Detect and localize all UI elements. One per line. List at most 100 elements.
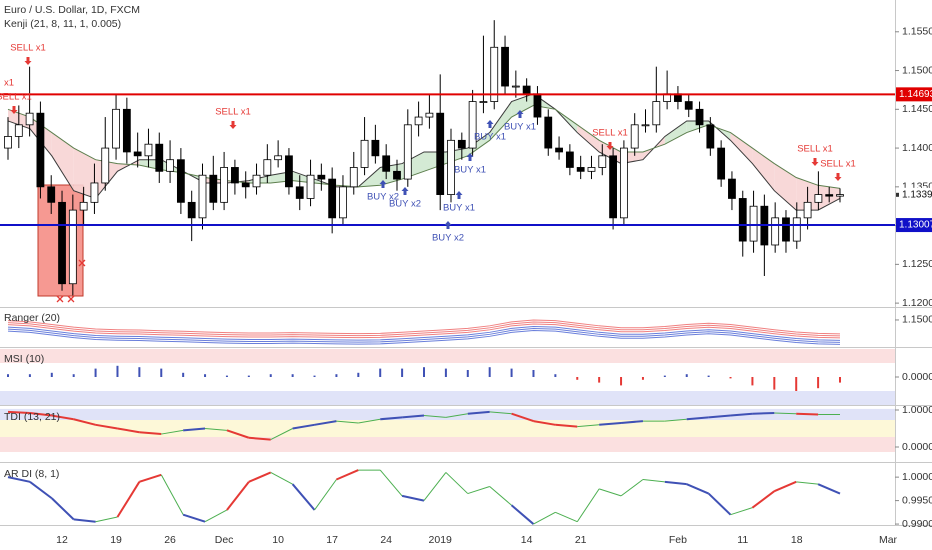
indicator-segment	[291, 483, 316, 511]
indicator-segment	[620, 420, 644, 424]
indicator-segment	[510, 504, 535, 525]
indicator-segment	[555, 423, 578, 428]
indicator-segment	[423, 415, 446, 418]
signal-arrow	[516, 110, 524, 118]
indicator-segment	[730, 412, 753, 417]
indicator-segment	[7, 410, 30, 414]
candle-body	[641, 124, 650, 127]
candle-body	[609, 155, 617, 219]
candle-body	[565, 151, 574, 168]
indicator-segment	[796, 412, 819, 416]
indicator-segment	[402, 414, 425, 419]
x-tick-label: Mar	[879, 534, 898, 546]
indicator-segment	[773, 480, 797, 493]
indicator-segment	[226, 481, 250, 511]
indicator-segment	[664, 480, 687, 486]
x-tick-label: 11	[737, 534, 748, 546]
y-tick-label: 1.12500	[902, 258, 932, 270]
bar	[663, 375, 666, 377]
bar	[116, 365, 119, 377]
bar	[269, 374, 272, 377]
candle-body	[328, 178, 337, 219]
candle-body	[522, 85, 531, 95]
candle-body	[14, 124, 23, 137]
bar	[335, 374, 338, 377]
x-tick-label: 21	[575, 534, 587, 546]
indicator-segment	[686, 483, 710, 495]
candle-body	[425, 112, 434, 118]
bar	[379, 368, 382, 377]
cloud-fill	[467, 132, 490, 156]
cross-mark	[56, 295, 64, 303]
y-tick-label: 0.9950	[902, 494, 932, 506]
indicator-segment	[730, 507, 753, 516]
level-band	[0, 408, 895, 420]
bar	[357, 372, 360, 377]
signal-arrow	[229, 121, 237, 129]
bar	[839, 377, 841, 383]
candle-body	[58, 201, 66, 285]
y-tick-label: 1.14000	[902, 142, 932, 154]
candle-body	[382, 155, 391, 172]
indicator-segment	[380, 416, 403, 421]
bar	[707, 375, 710, 377]
candle-body	[112, 108, 120, 149]
indicator-segment	[204, 509, 228, 523]
indicator-segment	[314, 420, 337, 426]
y-tick-label: 1.0000	[902, 471, 932, 483]
y-tick-label: 1.15500	[902, 26, 932, 38]
last-price-marker	[896, 192, 899, 197]
panel-title: AR DI (8, 1)	[4, 468, 59, 480]
indicator-segment	[445, 472, 469, 494]
x-tick-label: 2019	[429, 534, 453, 546]
candle-body	[782, 217, 790, 242]
indicator-segment	[29, 411, 52, 417]
cloud-fill	[730, 132, 753, 164]
indicator-segment	[270, 472, 293, 485]
indicator-segment	[467, 410, 490, 415]
candle-body	[274, 155, 283, 161]
x-tick-label: 12	[56, 534, 68, 546]
bar	[510, 368, 513, 377]
panel-title: Ranger (20)	[4, 312, 60, 324]
cross-mark	[67, 295, 75, 303]
bar	[576, 377, 579, 380]
indicator-segment	[751, 490, 775, 509]
bar	[401, 368, 404, 377]
level-band	[0, 437, 895, 453]
y-tick-label: 1.0000	[902, 404, 932, 416]
indicator-segment	[423, 472, 447, 501]
signal-arrow	[811, 158, 819, 166]
signal-label: SELL x1	[0, 92, 32, 103]
bar	[554, 374, 557, 377]
candle-body	[576, 167, 585, 172]
candle-body	[533, 93, 542, 118]
signal-arrow	[455, 191, 463, 199]
signal-arrow	[10, 106, 18, 114]
x-tick-label: 19	[110, 534, 122, 546]
indicator-segment	[270, 428, 293, 441]
indicator-segment	[774, 412, 797, 415]
bar	[291, 374, 294, 377]
signal-label: SELL x1	[820, 159, 856, 170]
ranger-line	[7, 321, 841, 337]
signal-arrow	[486, 120, 494, 128]
candle-body	[544, 116, 553, 149]
indicator-segment	[642, 478, 665, 483]
indicator-segment	[51, 497, 75, 521]
signal-label: SELL x1	[797, 144, 833, 155]
indicator-segment	[139, 431, 162, 436]
candle-body	[252, 174, 261, 188]
candle-body	[511, 85, 520, 88]
candle-body	[176, 159, 185, 203]
cloud-fill	[577, 124, 600, 152]
bar	[466, 370, 469, 377]
candle-body	[47, 186, 56, 203]
indicator-segment	[401, 494, 425, 502]
y-tick-label: 0.0000	[902, 441, 932, 453]
bar	[620, 377, 623, 386]
indicator-segment	[489, 486, 512, 506]
bar	[444, 368, 447, 377]
